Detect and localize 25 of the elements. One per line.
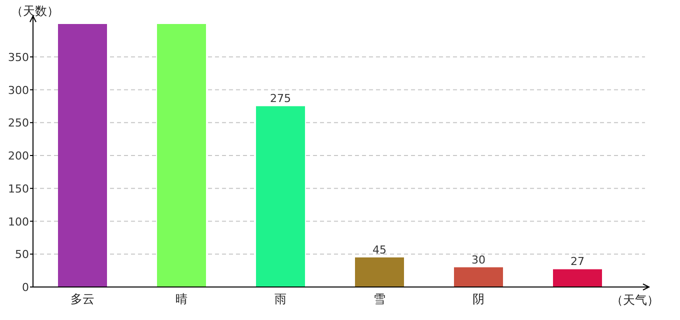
y-tick-label: 300 — [8, 84, 29, 97]
x-tick-label: 阴 — [472, 292, 484, 306]
y-tick-label: 250 — [8, 116, 29, 130]
bar — [256, 106, 305, 287]
bar — [553, 269, 602, 287]
y-tick-label: 0 — [22, 281, 29, 294]
x-axis-title: （天气） — [611, 293, 659, 307]
y-tick-label: 350 — [8, 50, 29, 64]
x-tick-label: 晴 — [176, 292, 188, 306]
y-tick-label: 100 — [8, 215, 29, 228]
y-tick-label: 200 — [8, 150, 29, 162]
x-tick-label: 多云 — [70, 292, 94, 306]
data-label: 30 — [472, 253, 486, 266]
y-tick-label: 150 — [8, 182, 29, 196]
bar — [355, 257, 404, 287]
bar — [58, 24, 107, 287]
x-tick-label: 雨 — [274, 292, 286, 306]
y-axis-title: （天数） — [11, 4, 59, 18]
data-label: 27 — [570, 255, 584, 268]
bar — [454, 267, 503, 287]
y-tick-label: 50 — [15, 248, 29, 262]
data-label: 45 — [372, 243, 386, 256]
data-label: 275 — [270, 92, 291, 106]
x-tick-label: 雪 — [374, 292, 386, 306]
bar — [157, 24, 206, 287]
